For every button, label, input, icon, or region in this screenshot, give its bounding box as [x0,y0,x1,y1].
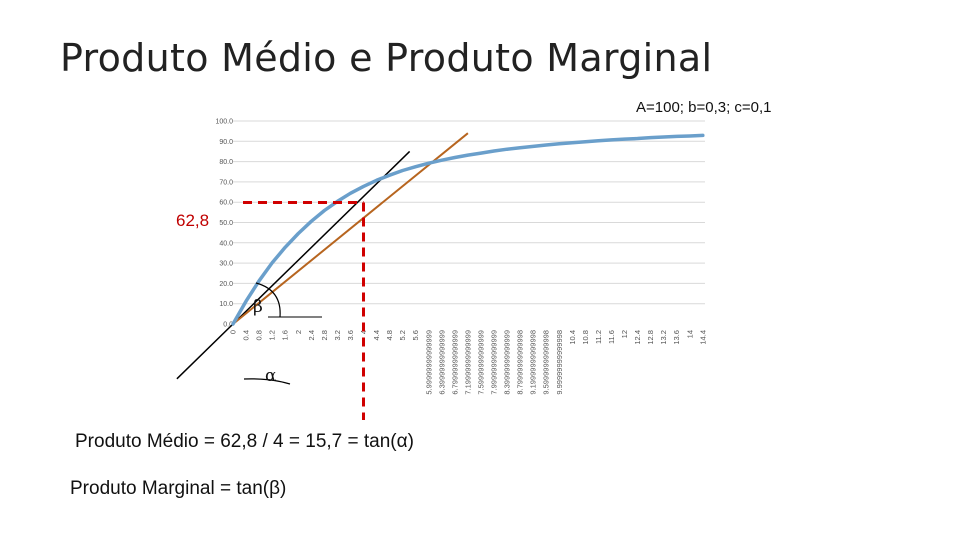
x-tick-label: 7.19999999999999 [463,330,472,395]
y-tick-label: 30.0 [219,261,233,268]
x-axis-tick-labels: 0 0.4 0.8 1.2 1.6 2 2.4 2.8 3.2 3.6 4 4.4 4.8 5.2 5.6 5… [229,330,708,395]
y-tick-label: 50.0 [219,220,233,227]
x-tick-label: 3.6 [346,330,355,340]
x-tick-label: 13.2 [659,330,668,345]
x-tick-label: 0.4 [242,330,251,340]
x-tick-label: 10.8 [581,330,590,345]
beta-angle-label: β [253,297,263,317]
y-tick-label: 100.0 [215,119,233,126]
x-tick-label: 9.19999999999998 [529,330,538,395]
x-tick-label: 12 [620,330,629,338]
x-tick-label: 8.39999999999999 [503,330,512,395]
marginal-product-equation: Produto Marginal = tan(β) [70,478,287,499]
x-tick-label: 6.79999999999999 [450,330,459,395]
x-tick-label: 11.2 [594,330,603,344]
overlay-layer [243,201,365,420]
highlight-value-label: 62,8 [176,211,210,230]
x-tick-label: 4 [359,330,368,334]
x-tick-label: 9.59999999999998 [542,330,551,395]
x-tick-label: 5.6 [411,330,420,340]
grid-lines [233,120,705,305]
x-tick-label: 7.99999999999999 [490,330,499,395]
x-tick-label: 7.59999999999999 [476,330,485,395]
x-tick-label: 10.4 [568,330,577,345]
x-tick-label: 4.8 [385,330,394,340]
x-tick-label: 11.6 [607,330,616,344]
y-axis-tick-labels: 0.0 10.0 20.0 30.0 40.0 50.0 60.0 70.0 80.0 90.0 1… [215,119,233,329]
x-tick-label: 6.39999999999999 [437,330,446,395]
y-tick-label: 40.0 [219,240,233,247]
x-tick-label: 1.2 [268,330,277,340]
x-tick-label: 2.8 [320,330,329,340]
y-tick-label: 60.0 [219,200,233,207]
x-tick-label: 8.79999999999998 [516,330,525,395]
x-tick-label: 2 [294,330,303,334]
x-tick-label: 12.4 [633,330,642,345]
x-tick-label: 0 [229,330,238,334]
x-tick-label: 14.4 [698,330,707,345]
x-tick-label: 14 [685,330,694,338]
x-tick-label: 12.8 [646,330,655,345]
x-tick-label: 5.2 [398,330,407,340]
production-curve [231,133,705,326]
x-tick-label: 1.6 [281,330,290,340]
y-tick-label: 80.0 [219,159,233,166]
slide-title: Produto Médio e Produto Marginal [60,36,713,80]
x-tick-label: 3.2 [333,330,342,340]
parameters-label: A=100; b=0,3; c=0,1 [636,99,772,116]
y-tick-label: 70.0 [219,179,233,186]
alpha-angle-arc [243,378,291,385]
average-product-ray [176,150,411,380]
x-tick-label: 5.99999999999999 [424,330,433,395]
x-tick-label: 4.4 [372,330,381,340]
y-tick-label: 90.0 [219,139,233,146]
x-tick-label: 9.99999999999998 [555,330,564,395]
y-tick-label: 0.0 [223,322,233,329]
x-tick-label: 2.4 [307,330,316,340]
y-tick-label: 20.0 [219,281,233,288]
x-tick-label: 0.8 [255,330,264,340]
average-product-equation: Produto Médio = 62,8 / 4 = 15,7 = tan(α) [75,431,414,452]
y-tick-label: 10.0 [219,301,233,308]
beta-angle-arc [255,282,281,318]
x-tick-label: 13.6 [672,330,681,345]
alpha-angle-label: α [265,366,277,386]
